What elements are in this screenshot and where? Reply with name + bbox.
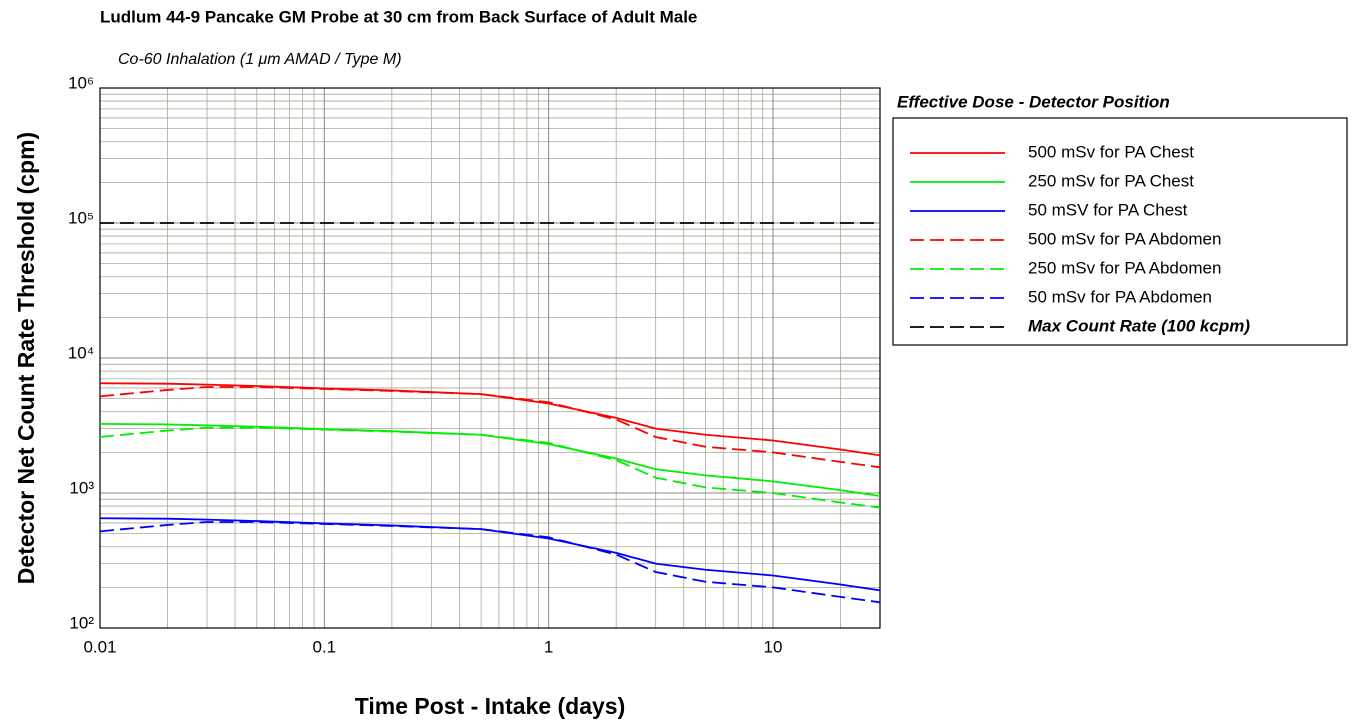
y-tick-label: 10³ [69, 478, 94, 497]
x-tick-label: 10 [764, 637, 783, 656]
series-line [99, 426, 881, 509]
y-tick-label: 10⁴ [68, 343, 94, 362]
legend-label: 50 mSV for PA Chest [1028, 200, 1188, 219]
series-line [99, 382, 881, 457]
y-tick-label: 10⁵ [68, 208, 94, 227]
chart-subtitle: Co-60 Inhalation (1 μm AMAD / Type M) [118, 51, 402, 68]
legend-label: 500 mSv for PA Abdomen [1028, 229, 1221, 248]
x-axis-label: Time Post - Intake (days) [355, 693, 626, 719]
series-line [99, 517, 881, 592]
chart-title: Ludlum 44-9 Pancake GM Probe at 30 cm fr… [100, 7, 697, 26]
legend-label: 500 mSv for PA Chest [1028, 142, 1194, 161]
y-axis-label: Detector Net Count Rate Threshold (cpm) [13, 132, 39, 584]
series-line [99, 521, 881, 604]
legend-label: Max Count Rate (100 kcpm) [1028, 316, 1250, 335]
series-line [99, 423, 881, 497]
legend-box [892, 117, 1348, 346]
x-tick-label: 0.1 [313, 637, 337, 656]
x-tick-label: 0.01 [83, 637, 116, 656]
y-tick-label: 10² [69, 613, 94, 632]
legend-label: 50 mSv for PA Abdomen [1028, 287, 1212, 306]
legend-label: 250 mSv for PA Chest [1028, 171, 1194, 190]
y-tick-label: 10⁶ [68, 73, 94, 92]
plot-frame [99, 87, 881, 629]
legend-title: Effective Dose - Detector Position [897, 92, 1170, 111]
x-tick-label: 1 [544, 637, 553, 656]
legend-label: 250 mSv for PA Abdomen [1028, 258, 1221, 277]
series-line [99, 386, 881, 469]
